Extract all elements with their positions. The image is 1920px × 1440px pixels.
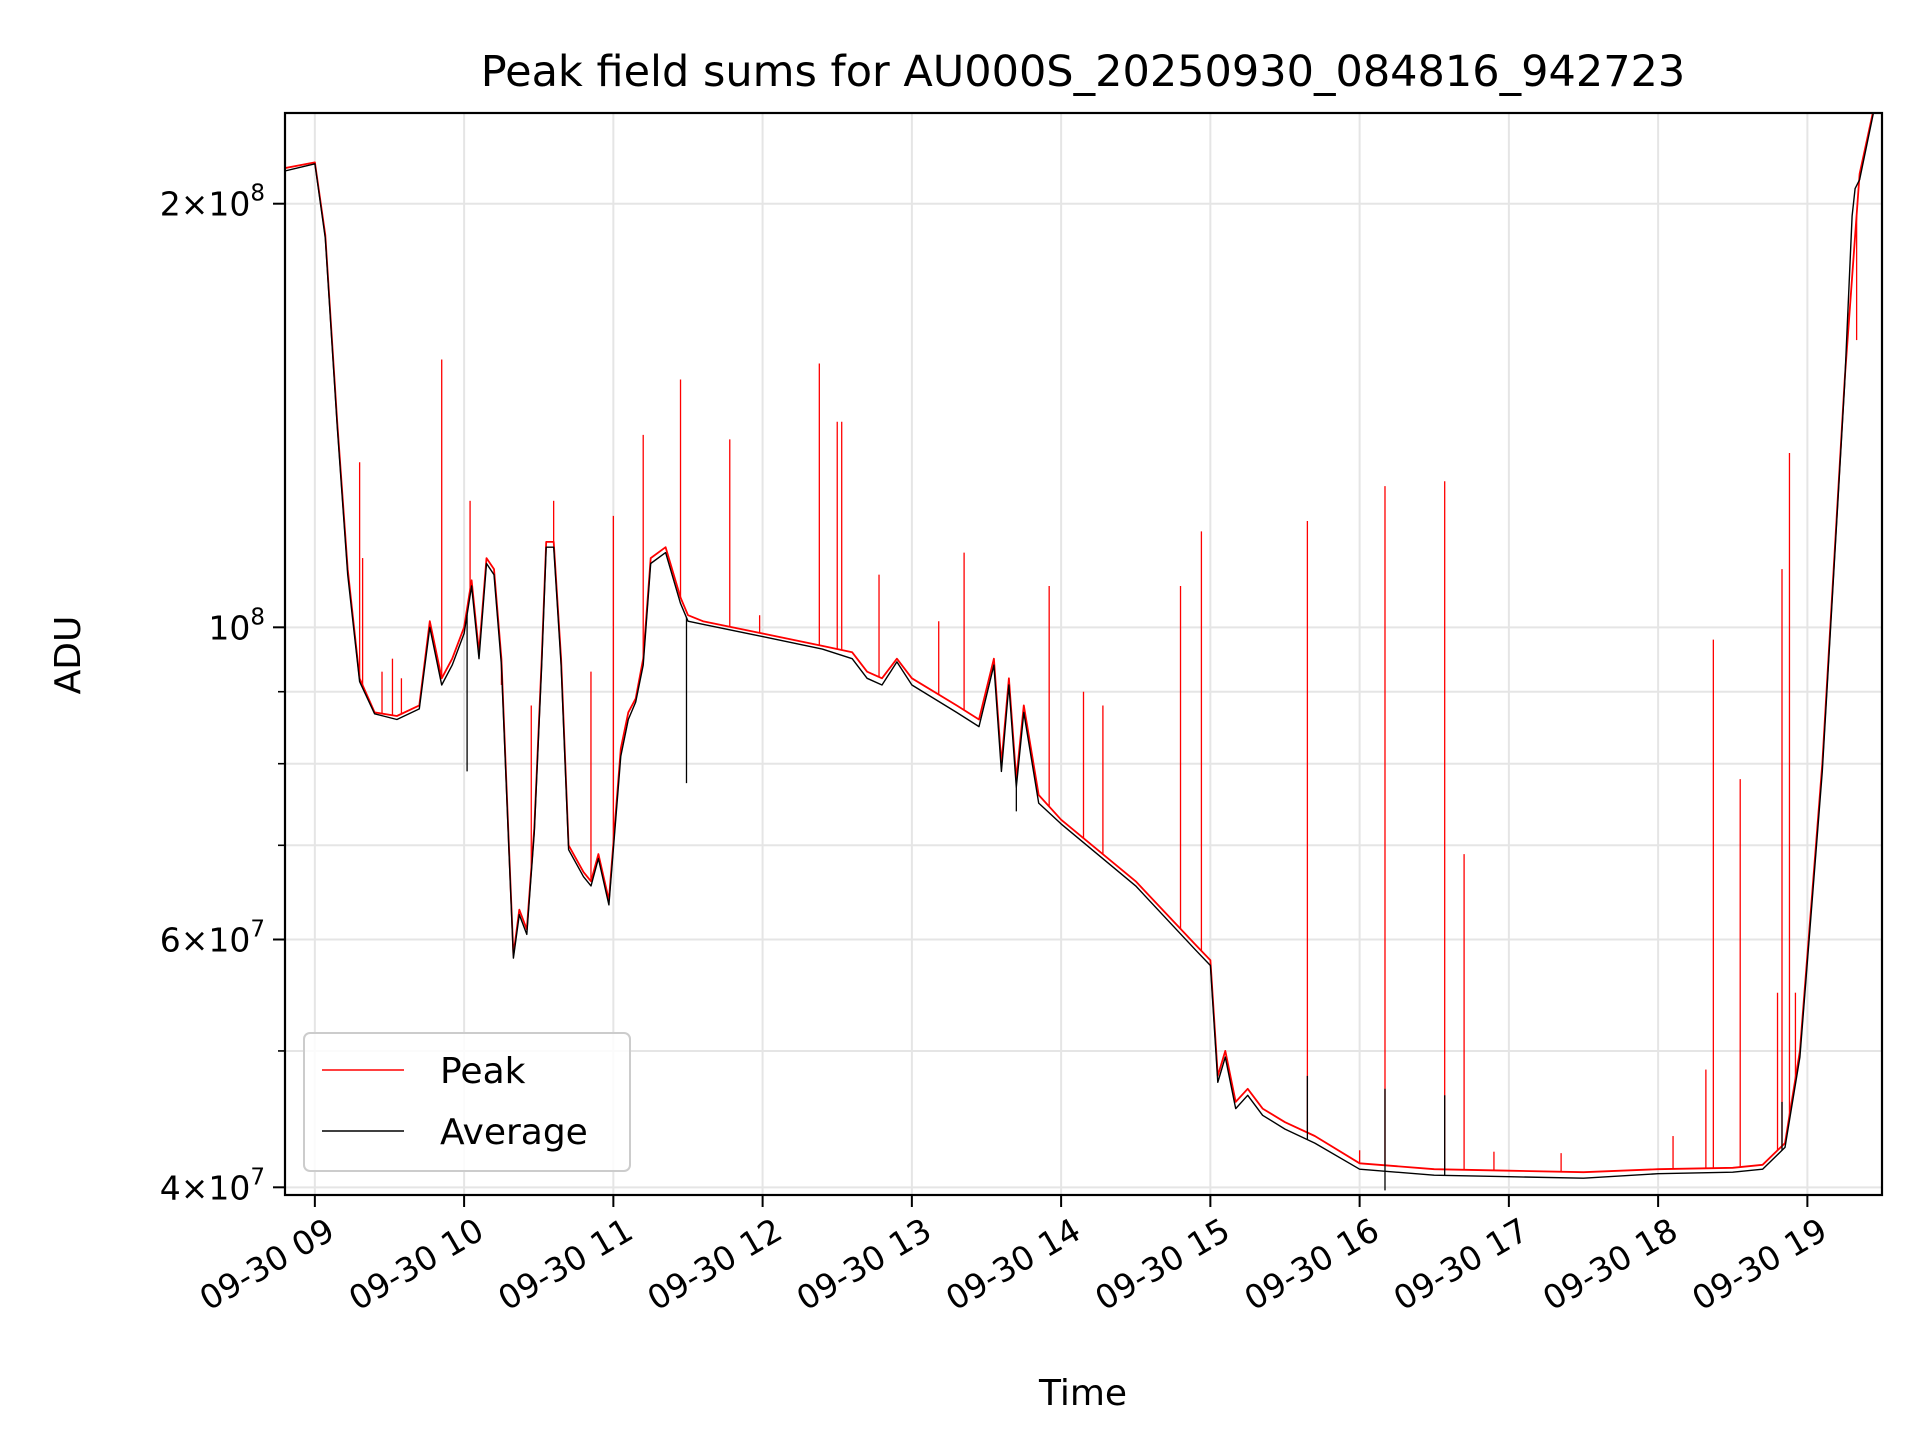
plot-area: [285, 113, 1875, 1191]
x-axis-label: Time: [1038, 1373, 1127, 1414]
y-tick-label: 6×107: [160, 917, 265, 960]
y-tick-label: 4×107: [160, 1164, 265, 1207]
legend-label-average: Average: [440, 1112, 588, 1153]
y-axis-label: ADU: [48, 616, 89, 695]
plot-frame: [283, 111, 1884, 1197]
y-tick-label: 108: [208, 604, 265, 647]
legend: Peak Average: [303, 1032, 631, 1172]
legend-box: [303, 1032, 631, 1172]
chart-title: Peak field sums for AU000S_20250930_0848…: [481, 47, 1686, 97]
y-tick-label: 2×108: [160, 181, 265, 224]
y-axis: 4×107 6×107 108 2×108: [160, 181, 285, 1207]
series-line-average: [285, 113, 1875, 1179]
legend-label-peak: Peak: [440, 1051, 526, 1092]
